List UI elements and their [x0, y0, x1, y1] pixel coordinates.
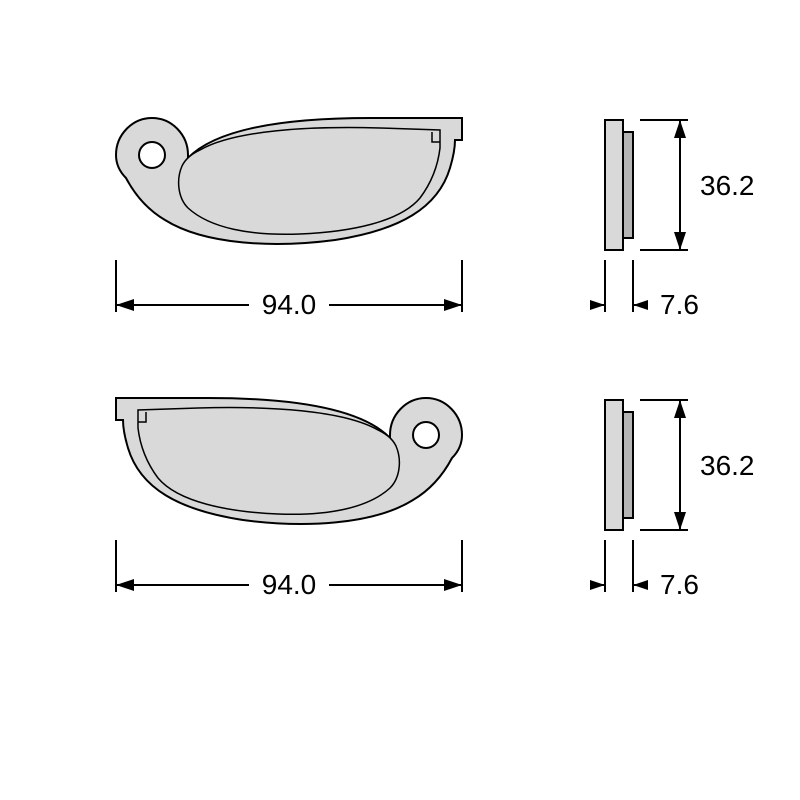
top-height-label: 36.2 [700, 170, 755, 201]
bottom-pad-front [116, 398, 462, 524]
bottom-pad-side [605, 400, 633, 530]
bottom-dim-thickness: 7.6 [590, 540, 699, 600]
top-width-label: 94.0 [262, 289, 317, 320]
bottom-width-label: 94.0 [262, 569, 317, 600]
bottom-height-label: 36.2 [700, 450, 755, 481]
top-pad-side [605, 120, 633, 250]
top-dim-width: 94.0 [116, 260, 462, 320]
top-pad-front [116, 118, 462, 244]
bottom-dim-height: 36.2 [640, 400, 755, 530]
top-thickness-label: 7.6 [660, 289, 699, 320]
bottom-thickness-label: 7.6 [660, 569, 699, 600]
top-dim-height: 36.2 [640, 120, 755, 250]
top-dim-thickness: 7.6 [590, 260, 699, 320]
bottom-dim-width: 94.0 [116, 540, 462, 600]
